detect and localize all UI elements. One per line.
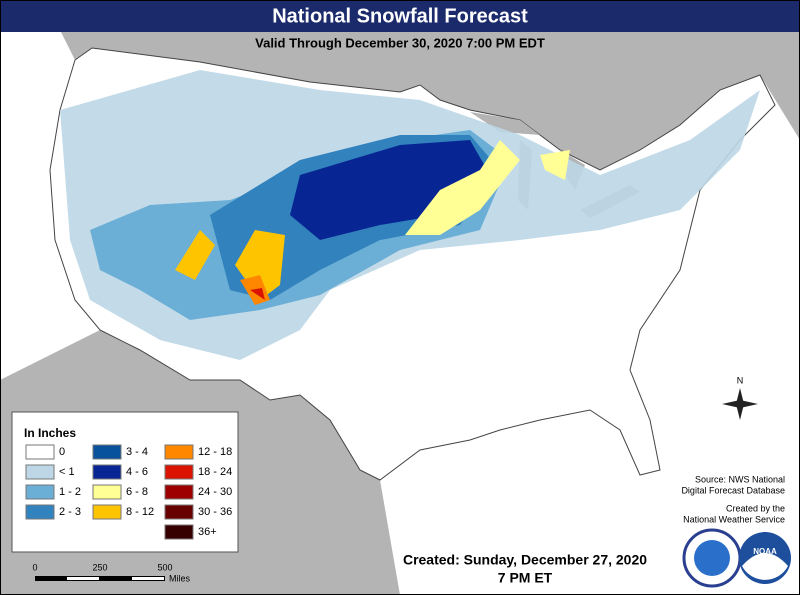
legend-box	[11, 411, 239, 553]
canada	[0, 30, 800, 170]
noaa-logo-wave	[742, 553, 788, 580]
legend-swatch	[25, 504, 55, 520]
legend-swatch	[164, 524, 194, 540]
created-date: Created: Sunday, December 27, 2020	[403, 552, 647, 568]
title-bar	[0, 0, 800, 32]
legend-label: 30 - 36	[198, 506, 232, 518]
snow-8-12-ut	[175, 230, 215, 280]
legend-swatch	[164, 484, 194, 500]
legend-label: 3 - 4	[126, 446, 148, 458]
legend-items: 0 < 1 1 - 2 2 - 3 3 - 4 4 - 6 6 - 8 8 - 12 12 - …	[25, 444, 232, 540]
legend-swatch	[164, 464, 194, 480]
credit-line: Created by the	[726, 503, 785, 513]
legend-label: 6 - 8	[126, 486, 148, 498]
legend-swatch	[25, 464, 55, 480]
legend-label: 24 - 30	[198, 486, 232, 498]
title: National Snowfall Forecast	[272, 5, 528, 27]
legend-label: < 1	[59, 466, 75, 478]
legend-swatch	[92, 444, 122, 460]
legend-title: In Inches	[24, 426, 76, 440]
legend-swatch	[92, 504, 122, 520]
legend-label: 0	[59, 446, 65, 458]
credit-line: National Weather Service	[683, 514, 785, 524]
legend-swatch	[25, 444, 55, 460]
snow-6-8-ia	[405, 140, 520, 235]
compass-north: N	[737, 375, 744, 385]
legend-swatch	[164, 504, 194, 520]
scale-bar-segment	[132, 577, 164, 580]
legend-swatch	[25, 484, 55, 500]
nws-logo-inner	[694, 540, 730, 576]
scale-unit: Miles	[169, 573, 191, 583]
snow-6-8-mi	[540, 150, 570, 180]
scale-bar-segment	[67, 577, 99, 580]
created-time: 7 PM ET	[498, 570, 553, 586]
snowfall	[60, 70, 760, 360]
scale-label: 500	[157, 562, 172, 572]
scale-label: 250	[92, 562, 107, 572]
compass	[722, 388, 758, 420]
source-line: Source: NWS National	[695, 474, 785, 484]
legend-swatch	[92, 484, 122, 500]
legend-label: 4 - 6	[126, 466, 148, 478]
legend-label: 18 - 24	[198, 466, 232, 478]
lake-superior	[470, 112, 540, 135]
legend-swatch	[164, 444, 194, 460]
legend-label: 12 - 18	[198, 446, 232, 458]
scale-label: 0	[32, 562, 37, 572]
legend-label: 8 - 12	[126, 506, 154, 518]
legend-label: 36+	[198, 526, 217, 538]
legend-label: 2 - 3	[59, 506, 81, 518]
snow-18-24	[250, 288, 265, 300]
legend-label: 1 - 2	[59, 486, 81, 498]
legend-swatch	[92, 464, 122, 480]
noaa-logo-text: NOAA	[753, 547, 777, 556]
scale-bar	[35, 576, 165, 581]
subtitle: Valid Through December 30, 2020 7:00 PM …	[255, 35, 545, 50]
source-line: Digital Forecast Database	[681, 485, 785, 495]
